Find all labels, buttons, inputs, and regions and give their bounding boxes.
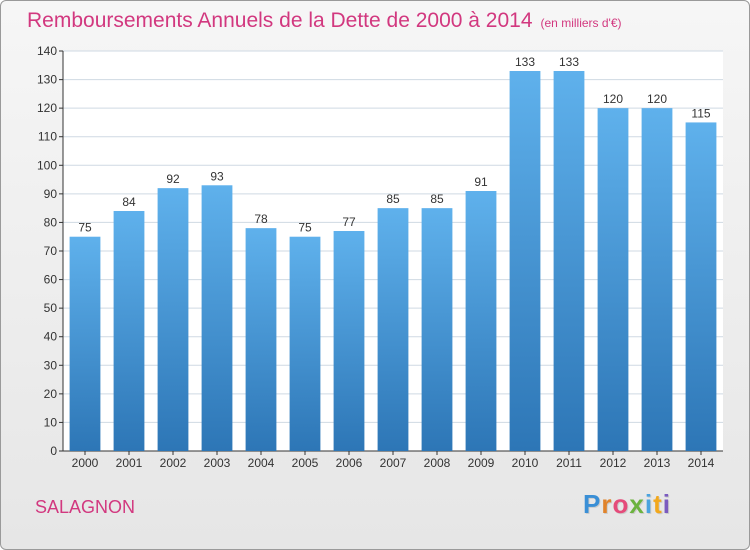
bar (509, 71, 541, 451)
bar (113, 211, 145, 451)
bar (641, 108, 673, 452)
bar (421, 208, 453, 451)
x-tick-label: 2007 (380, 456, 407, 470)
y-tick-label: 140 (37, 44, 57, 58)
y-tick-label: 120 (37, 101, 57, 115)
bar (685, 122, 717, 451)
logo-letter: x (629, 489, 645, 519)
bar-value-label: 75 (298, 221, 312, 235)
bar-value-label: 77 (342, 215, 356, 229)
bar-value-label: 84 (122, 195, 136, 209)
x-tick-label: 2003 (204, 456, 231, 470)
bar (465, 191, 497, 451)
x-tick-label: 2012 (600, 456, 627, 470)
bar (245, 228, 277, 451)
x-tick-label: 2006 (336, 456, 363, 470)
y-tick-label: 50 (44, 301, 58, 315)
bar-value-label: 93 (210, 169, 224, 183)
y-tick-label: 0 (50, 444, 57, 458)
logo-letter: t (653, 489, 663, 519)
x-tick-label: 2000 (72, 456, 99, 470)
x-tick-label: 2005 (292, 456, 319, 470)
bar (201, 185, 233, 452)
bar-value-label: 91 (474, 175, 488, 189)
bar-value-label: 120 (603, 92, 623, 106)
x-tick-label: 2013 (644, 456, 671, 470)
bar-value-label: 115 (691, 106, 710, 120)
bar (69, 236, 101, 451)
x-tick-label: 2010 (512, 456, 539, 470)
logo-letter: i (662, 489, 671, 519)
y-tick-label: 70 (44, 244, 58, 258)
y-tick-label: 90 (44, 187, 58, 201)
x-tick-label: 2008 (424, 456, 451, 470)
bar-value-label: 78 (254, 212, 268, 226)
bar-value-label: 85 (386, 192, 400, 206)
y-tick-label: 40 (44, 330, 58, 344)
bar (333, 231, 365, 451)
logo-letter: P (583, 489, 602, 519)
x-tick-label: 2009 (468, 456, 495, 470)
commune-name: SALAGNON (35, 497, 136, 517)
x-tick-label: 2002 (160, 456, 187, 470)
y-tick-label: 100 (37, 158, 57, 172)
proxiti-logo: Proxiti (583, 489, 671, 520)
bar-value-label: 75 (78, 221, 92, 235)
logo-letter: o (612, 489, 630, 519)
bar (597, 108, 629, 452)
bar-value-label: 120 (647, 92, 667, 106)
chart-title: Remboursements Annuels de la Dette de 20… (27, 9, 622, 33)
x-tick-label: 2004 (248, 456, 275, 470)
y-tick-label: 20 (44, 387, 58, 401)
x-tick-label: 2011 (556, 456, 582, 470)
bar (157, 188, 189, 451)
y-tick-label: 110 (38, 130, 57, 144)
bar-value-label: 133 (559, 55, 579, 69)
bar-value-label: 92 (166, 172, 180, 186)
logo-letter: r (601, 489, 613, 519)
logo-letter: i (644, 489, 654, 519)
bar (289, 236, 321, 451)
bar-value-label: 85 (430, 192, 444, 206)
chart-title-text: Remboursements Annuels de la Dette de 20… (27, 9, 533, 32)
y-tick-label: 30 (44, 358, 58, 372)
y-tick-label: 60 (44, 273, 58, 287)
y-tick-label: 10 (44, 415, 58, 429)
bar (377, 208, 409, 451)
chart-unit: (en milliers d'€) (540, 16, 622, 30)
bar-value-label: 133 (515, 55, 535, 69)
x-tick-label: 2014 (688, 456, 715, 470)
y-tick-label: 130 (37, 73, 57, 87)
x-tick-label: 2001 (116, 456, 143, 470)
y-tick-label: 80 (44, 215, 58, 229)
bar (553, 71, 585, 451)
